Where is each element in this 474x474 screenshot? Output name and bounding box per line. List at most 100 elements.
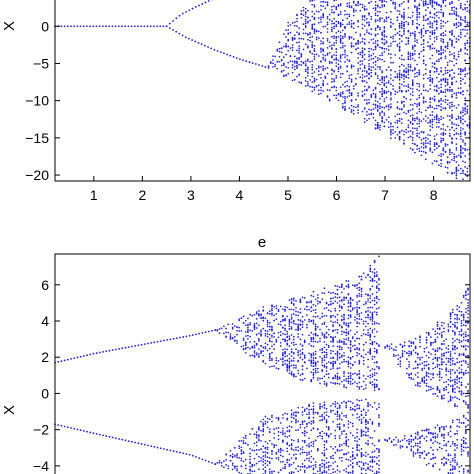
data-point — [455, 18, 458, 21]
data-point — [295, 419, 297, 422]
data-point — [316, 360, 319, 363]
data-point — [102, 434, 104, 437]
data-point — [319, 403, 321, 405]
data-point — [347, 285, 350, 288]
data-point — [223, 466, 225, 469]
data-point — [314, 334, 317, 336]
data-point — [431, 97, 434, 100]
data-point — [292, 357, 295, 360]
data-point — [332, 324, 334, 326]
data-point — [317, 73, 320, 76]
data-point — [330, 336, 332, 339]
data-point — [347, 314, 350, 317]
data-point — [244, 442, 247, 444]
data-point — [343, 303, 345, 306]
data-point — [277, 426, 280, 429]
data-point — [266, 452, 269, 454]
data-point — [367, 453, 369, 456]
data-point — [298, 41, 300, 44]
data-point — [319, 466, 321, 469]
data-point — [387, 80, 390, 82]
data-point — [466, 170, 469, 173]
data-point — [210, 47, 213, 50]
data-point — [143, 443, 146, 446]
data-point — [403, 70, 405, 73]
data-point — [398, 50, 401, 52]
data-point — [286, 461, 289, 464]
data-point — [366, 31, 368, 33]
data-point — [356, 313, 358, 316]
data-point — [92, 25, 95, 28]
data-point — [412, 349, 415, 352]
data-point — [223, 332, 225, 335]
data-point — [338, 449, 341, 452]
data-point — [459, 155, 462, 157]
data-point — [320, 92, 322, 95]
data-point — [383, 47, 386, 50]
data-point — [343, 372, 345, 375]
data-point — [330, 300, 332, 303]
data-point — [321, 312, 324, 315]
data-point — [416, 6, 418, 8]
data-point — [284, 324, 286, 327]
data-point — [264, 362, 267, 365]
data-point — [459, 129, 462, 132]
data-point — [331, 61, 333, 64]
data-point — [429, 122, 432, 124]
data-point — [304, 7, 307, 10]
data-point — [400, 22, 403, 25]
data-point — [312, 359, 315, 362]
data-point — [451, 33, 453, 36]
data-point — [242, 337, 245, 340]
data-point — [414, 151, 416, 154]
data-point — [134, 345, 136, 347]
data-point — [349, 362, 352, 365]
data-point — [411, 22, 414, 24]
data-point — [303, 354, 306, 357]
data-point — [381, 58, 383, 61]
data-point — [422, 62, 425, 65]
data-point — [310, 429, 313, 432]
data-point — [363, 7, 366, 10]
data-point — [451, 0, 453, 3]
data-point — [383, 89, 386, 92]
data-point — [309, 0, 311, 2]
data-point — [231, 455, 234, 458]
data-point — [231, 462, 234, 465]
data-point — [455, 96, 458, 99]
data-point — [306, 444, 308, 447]
data-point — [466, 42, 469, 44]
data-point — [376, 104, 379, 107]
data-point — [394, 2, 397, 4]
data-point — [238, 326, 241, 329]
data-point — [374, 9, 377, 11]
data-point — [337, 20, 340, 23]
data-point — [429, 119, 432, 122]
data-point — [347, 382, 350, 384]
data-point — [440, 83, 442, 86]
data-point — [369, 376, 372, 379]
data-point — [407, 71, 410, 73]
data-point — [268, 366, 271, 368]
data-point — [312, 333, 315, 336]
data-point — [324, 75, 327, 78]
data-point — [462, 93, 464, 96]
data-point — [338, 404, 341, 407]
data-point — [319, 434, 321, 437]
data-point — [60, 25, 63, 28]
data-point — [418, 71, 421, 74]
data-point — [273, 437, 275, 439]
data-point — [238, 456, 241, 459]
data-point — [336, 285, 339, 288]
data-point — [375, 447, 378, 450]
data-point — [451, 90, 453, 92]
data-point — [301, 431, 304, 434]
data-point — [124, 25, 127, 28]
data-point — [411, 108, 414, 110]
data-point — [277, 308, 280, 311]
data-point — [457, 25, 460, 27]
data-point — [282, 357, 284, 359]
data-point — [441, 363, 443, 365]
data-point — [316, 435, 319, 438]
data-point — [455, 58, 458, 61]
